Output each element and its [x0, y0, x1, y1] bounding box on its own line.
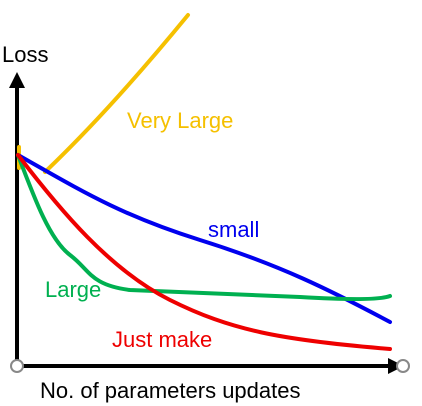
very-large-curve	[17, 13, 190, 174]
origin-circle	[10, 359, 24, 373]
x-axis-label: No. of parameters updates	[40, 378, 300, 403]
small-curve	[16, 153, 392, 324]
curve-label: Just make	[112, 327, 212, 352]
curve-label: Large	[45, 277, 101, 302]
curve-label: small	[208, 217, 259, 242]
curve-label: Very Large	[127, 108, 233, 133]
end-circle	[396, 359, 410, 373]
y-axis-label: Loss	[2, 42, 48, 67]
just-make-curve	[16, 153, 392, 351]
large-curve	[16, 153, 392, 302]
